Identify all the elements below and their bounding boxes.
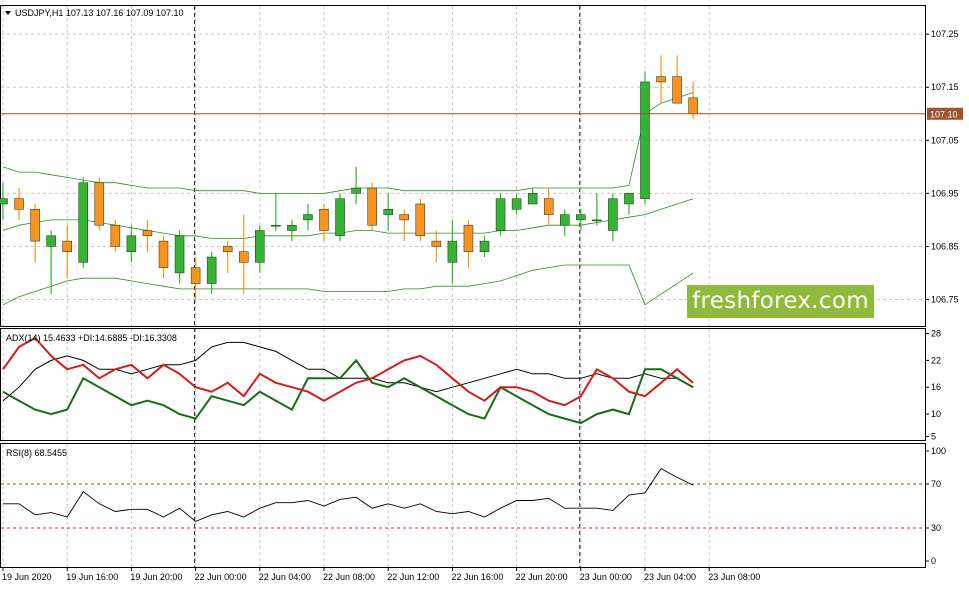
time-axis-label: 23 Jun 08:00 [708,572,760,582]
bear-candle-body [543,198,554,215]
adx-tick-label: 28 [931,328,941,338]
bull-candle-body [479,240,490,252]
time-axis-label: 22 Jun 12:00 [387,572,439,582]
adx-tick-label: 10 [931,409,941,419]
bull-candle-body [495,198,506,231]
bull-candle-body [46,235,56,247]
bear-candle-body [319,209,329,231]
price-tick-label: 107.15 [931,82,959,92]
bear-candle-body [94,182,105,226]
bear-candle-body [142,230,153,237]
bollinger-lower-line [2,264,694,306]
adx-tick-label: 22 [931,355,941,365]
bear-candle-body [688,97,698,115]
bear-candle-body [14,198,24,210]
bull-candle-body [447,240,458,263]
bull-candle-body [206,256,217,284]
price-tick-label: 106.95 [931,188,959,198]
bull-candle-body [255,230,265,263]
rsi-tick-label: 30 [931,523,941,533]
rsi-tick-label: 70 [931,479,941,489]
current-price-tag [927,107,963,120]
bear-candle-body [158,240,169,268]
bear-candle-body [431,240,442,247]
symbol-header: USDJPY,H1 107.13 107.16 107.09 107.10 [15,8,183,18]
rsi-header: RSI(8) 68.5455 [6,448,67,458]
bull-candle-body [335,198,345,237]
time-axis-label: 19 Jun 16:00 [66,572,118,582]
bull-candle-body [560,214,570,226]
bull-candle-body [592,219,602,222]
bear-candle-body [672,76,682,104]
minus-di-line [2,336,694,407]
rsi-value-line [3,468,694,522]
adx-tick-label: 16 [931,382,941,392]
bear-candle-body [62,240,72,252]
price-pane[interactable] [0,5,926,327]
rsi-line [1,468,925,529]
bear-candle-body [30,209,40,242]
bull-candle-body [511,198,522,210]
bear-candle-body [190,267,201,284]
bull-candle-body [624,193,634,205]
time-axis-label: 22 Jun 00:00 [195,572,247,582]
time-axis-label: 19 Jun 20:00 [130,572,182,582]
bull-candle-body [351,187,361,194]
bull-candle-body [174,235,185,274]
price-tick-label: 106.75 [931,294,959,304]
bull-candle-body [576,214,586,221]
plus-di-line [2,358,694,425]
bull-candle-body [303,214,313,221]
bull-candle-body [126,235,137,252]
adx-header: ADX(14) 15.4633 +DI:14.6885 -DI:16.3308 [6,333,177,343]
bull-candle-body [287,224,297,231]
time-axis-label: 22 Jun 08:00 [323,572,375,582]
time-axis-label: 23 Jun 04:00 [644,572,696,582]
bear-candle-body [399,214,409,221]
watermark-logo: freshforex.com [687,285,874,318]
rsi-tick-label: 0 [931,556,936,566]
bear-candle-body [656,76,666,83]
time-axis-label: 22 Jun 16:00 [451,572,503,582]
session-separators [194,6,581,567]
time-axis-label: 19 Jun 2020 [2,572,52,582]
adx-tick-label: 5 [931,432,936,442]
bull-candle-body [78,182,88,263]
price-tick-label: 106.85 [931,241,959,251]
bull-candle-body [383,209,393,215]
time-axis-label: 22 Jun 20:00 [516,572,568,582]
bollinger-upper-line [2,92,694,194]
bear-candle-body [222,246,233,252]
time-axis-label: 23 Jun 00:00 [580,572,632,582]
bull-candle-body [527,193,538,205]
price-tick-label: 107.05 [931,135,959,145]
bull-candle-body [608,198,618,231]
bear-candle-body [415,203,426,237]
time-axis-label: 22 Jun 04:00 [259,572,311,582]
bear-candle-body [463,224,474,252]
adx-line [2,341,694,402]
rsi-tick-label: 100 [931,446,946,456]
current-price-label: 107.10 [930,109,958,119]
bull-candle-body [271,224,281,227]
axis-labels: 107.25 107.15 107.05 106.95 106.85 106.75 107.… [2,29,963,582]
bear-candle-body [110,224,121,247]
collapse-triangle-icon[interactable] [5,11,11,15]
bull-candle-body [640,81,650,199]
bull-candle-body [0,198,8,205]
bear-candle-body [239,251,249,263]
price-tick-label: 107.25 [931,29,959,39]
bear-candle-body [367,187,377,226]
rsi-pane[interactable] [0,443,926,568]
candles [0,55,925,300]
adx-lines [2,336,694,425]
